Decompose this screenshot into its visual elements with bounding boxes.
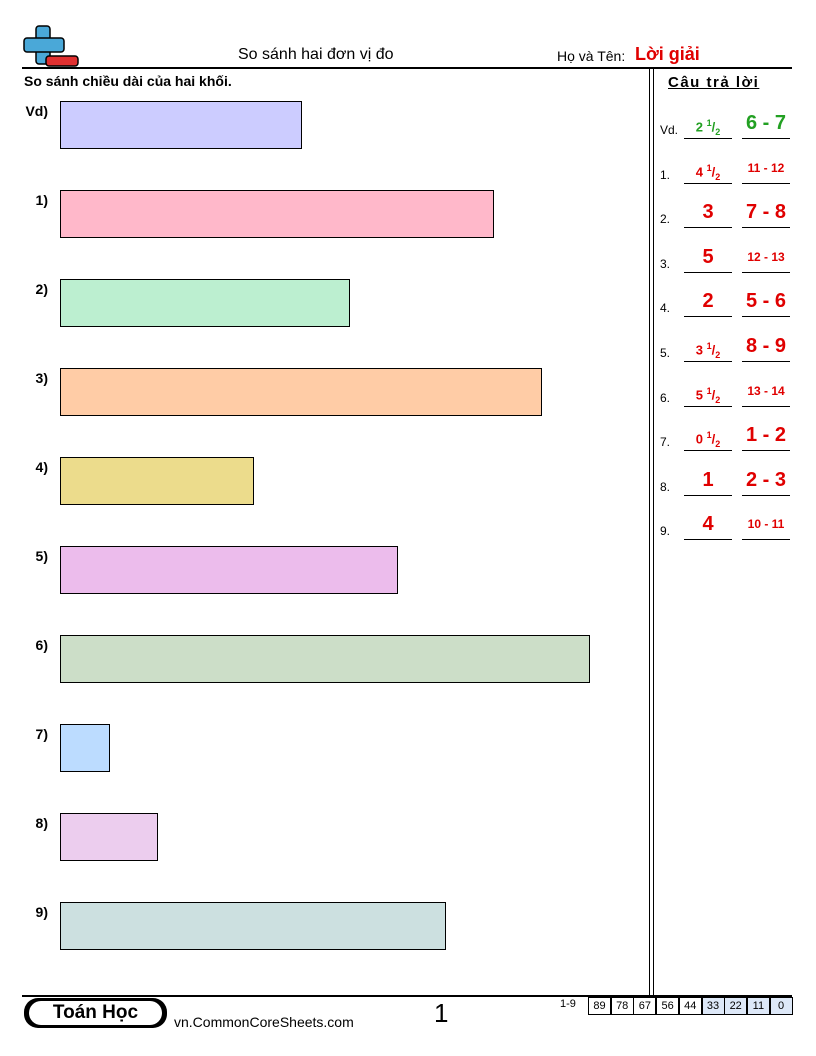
answer-label: 5. — [660, 346, 671, 360]
answer-label: 4. — [660, 301, 671, 316]
bar — [60, 902, 446, 950]
score: 0 — [769, 997, 793, 1015]
bar — [60, 190, 494, 238]
logo — [23, 25, 79, 67]
answer: 4 1/2 — [684, 157, 732, 184]
problem-label: 1) — [35, 192, 48, 208]
bar — [60, 546, 398, 594]
answer: 2 1/2 — [684, 112, 732, 139]
problem-label: 4) — [35, 459, 48, 475]
answer-range: 8 - 9 — [742, 335, 790, 362]
answer-range: 7 - 8 — [742, 201, 790, 229]
answer-range: 5 - 6 — [742, 290, 790, 318]
answer-label: 8. — [660, 479, 671, 494]
answer: 4 — [684, 513, 732, 541]
answer-label: 9. — [660, 524, 671, 539]
brand: Toán Học — [29, 1001, 162, 1025]
answer-range: 12 - 13 — [742, 246, 790, 273]
answer-label: 7. — [660, 435, 671, 450]
brand-box: Toán Học — [24, 998, 167, 1028]
answer-label: 3. — [660, 256, 671, 271]
score: 44 — [678, 997, 702, 1015]
problem-label: 8) — [35, 815, 48, 831]
answer: 3 — [684, 201, 732, 229]
rule — [22, 67, 792, 69]
answer-label: 6. — [660, 390, 671, 405]
problem-label: Vd) — [25, 103, 48, 119]
problem-label: 6) — [35, 637, 48, 653]
answer: 3 1/2 — [684, 335, 732, 362]
name-label: Họ và Tên: — [557, 48, 626, 64]
score: 89 — [588, 997, 611, 1015]
answer-key-title: Câu trả lời — [668, 74, 760, 91]
score: 78 — [610, 997, 634, 1015]
bar — [60, 101, 302, 149]
answer-range: 11 - 12 — [742, 157, 790, 184]
answer-range: 1 - 2 — [742, 424, 790, 452]
answer-range: 10 - 11 — [742, 513, 790, 541]
answer: 0 1/2 — [684, 424, 732, 452]
answer: 1 — [684, 469, 732, 496]
problem-label: 9) — [35, 904, 48, 920]
divider — [653, 68, 654, 996]
bar — [60, 457, 254, 505]
answer-range: 6 - 7 — [742, 112, 790, 139]
answer-label: 1. — [660, 167, 671, 182]
answer-range: 2 - 3 — [742, 469, 790, 496]
bar — [60, 635, 590, 683]
bar — [60, 279, 350, 327]
bar — [60, 368, 542, 416]
url: vn.CommonCoreSheets.com — [174, 1014, 354, 1030]
problem-label: 3) — [35, 370, 48, 386]
name-value: Lời giải — [635, 44, 700, 64]
score: 11 — [746, 997, 770, 1015]
score: 67 — [633, 997, 657, 1015]
page-number: 1 — [434, 998, 449, 1028]
bar — [60, 724, 110, 772]
title: So sánh hai đơn vị đo — [238, 46, 394, 63]
score: 33 — [701, 997, 725, 1015]
problem-label: 7) — [35, 726, 48, 742]
answer: 2 — [684, 290, 732, 318]
problem-label: 2) — [35, 281, 48, 297]
answer: 5 — [684, 246, 732, 273]
answer: 5 1/2 — [684, 380, 732, 407]
rule — [22, 995, 792, 997]
score: 56 — [656, 997, 680, 1015]
bar — [60, 813, 158, 861]
score: 22 — [724, 997, 748, 1015]
score-range: 1-9 — [560, 998, 576, 1010]
divider — [649, 68, 650, 996]
answer-range: 13 - 14 — [742, 380, 790, 407]
answer-label: 2. — [660, 212, 671, 227]
problem-label: 5) — [35, 548, 48, 564]
answer-label: Vd. — [660, 123, 679, 137]
instructions: So sánh chiều dài của hai khối. — [24, 73, 232, 89]
